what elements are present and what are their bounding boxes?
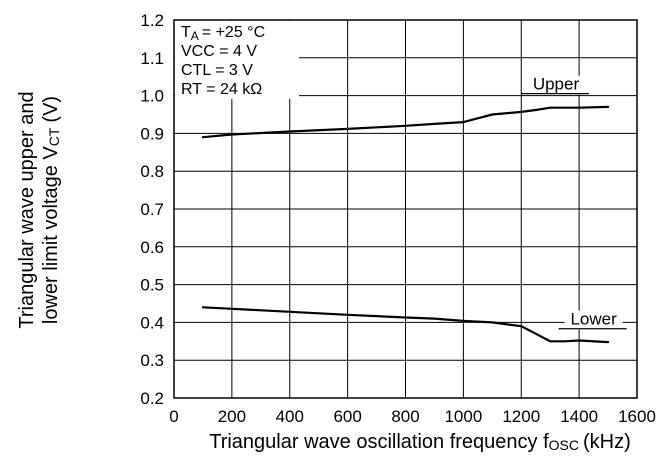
y-axis-title: Triangular wave upper and lower limit vo… xyxy=(16,91,62,328)
plot-frame xyxy=(173,19,638,399)
x-axis-title-subscript: OSC xyxy=(549,437,579,453)
series-line-lower xyxy=(201,306,610,344)
y-tick-label: 1.2 xyxy=(140,11,164,30)
series-line-upper xyxy=(201,105,610,139)
series-label-upper: Upper xyxy=(533,75,580,94)
grid-lines xyxy=(174,20,637,398)
x-tick-labels: 0 200 400 600 800 1000 1200 1400 1600 xyxy=(169,407,656,426)
y-axis-title-line2-unit: (V) xyxy=(40,96,62,123)
x-tick-label: 1000 xyxy=(444,407,482,426)
series-label-bg xyxy=(526,75,585,95)
y-tick-label: 0.3 xyxy=(140,351,164,370)
y-axis-title-line2-subscript: CT xyxy=(46,127,62,146)
series-labels: Upper Lower xyxy=(520,75,627,330)
y-axis-title-line2-main: lower limit voltage V xyxy=(40,146,62,325)
condition-line: TA = +25 °C xyxy=(181,24,265,43)
y-tick-label: 1.1 xyxy=(140,49,164,68)
series-lines xyxy=(201,105,610,344)
condition-line: CTL = 3 V xyxy=(181,62,253,79)
x-axis-title: Triangular wave oscillation frequency fO… xyxy=(209,431,631,453)
y-tick-label: 0.6 xyxy=(140,238,164,257)
x-tick-label: 1200 xyxy=(502,407,540,426)
x-tick-label: 0 xyxy=(169,407,178,426)
y-tick-label: 0.7 xyxy=(140,200,164,219)
x-tick-label: 400 xyxy=(276,407,304,426)
y-tick-labels: 0.2 0.3 0.4 0.5 0.6 0.7 0.8 0.9 1.0 1.1 1.2 xyxy=(140,11,164,408)
x-tick-label: 600 xyxy=(333,407,361,426)
y-tick-label: 0.4 xyxy=(140,313,164,332)
condition-line: RT = 24 kΩ xyxy=(181,81,262,98)
series-label-bg xyxy=(564,310,623,330)
condition-line: VCC = 4 V xyxy=(181,43,257,60)
y-axis-title-line1: Triangular wave upper and xyxy=(16,91,38,328)
y-axis-title-line2: lower limit voltage VCT (V) xyxy=(40,96,62,324)
y-tick-label: 0.5 xyxy=(140,276,164,295)
y-tick-label: 0.8 xyxy=(140,162,164,181)
x-axis-title-main: Triangular wave oscillation frequency f xyxy=(209,431,549,453)
y-tick-label: 0.2 xyxy=(140,389,164,408)
x-axis-title-unit: (kHz) xyxy=(583,431,631,453)
y-tick-label: 0.9 xyxy=(140,124,164,143)
x-tick-label: 200 xyxy=(218,407,246,426)
x-tick-label: 1400 xyxy=(560,407,598,426)
x-tick-label: 1600 xyxy=(618,407,656,426)
conditions-box-background xyxy=(175,21,299,99)
x-tick-label: 800 xyxy=(391,407,419,426)
series-label-lower: Lower xyxy=(570,310,617,329)
y-tick-label: 1.0 xyxy=(140,87,164,106)
